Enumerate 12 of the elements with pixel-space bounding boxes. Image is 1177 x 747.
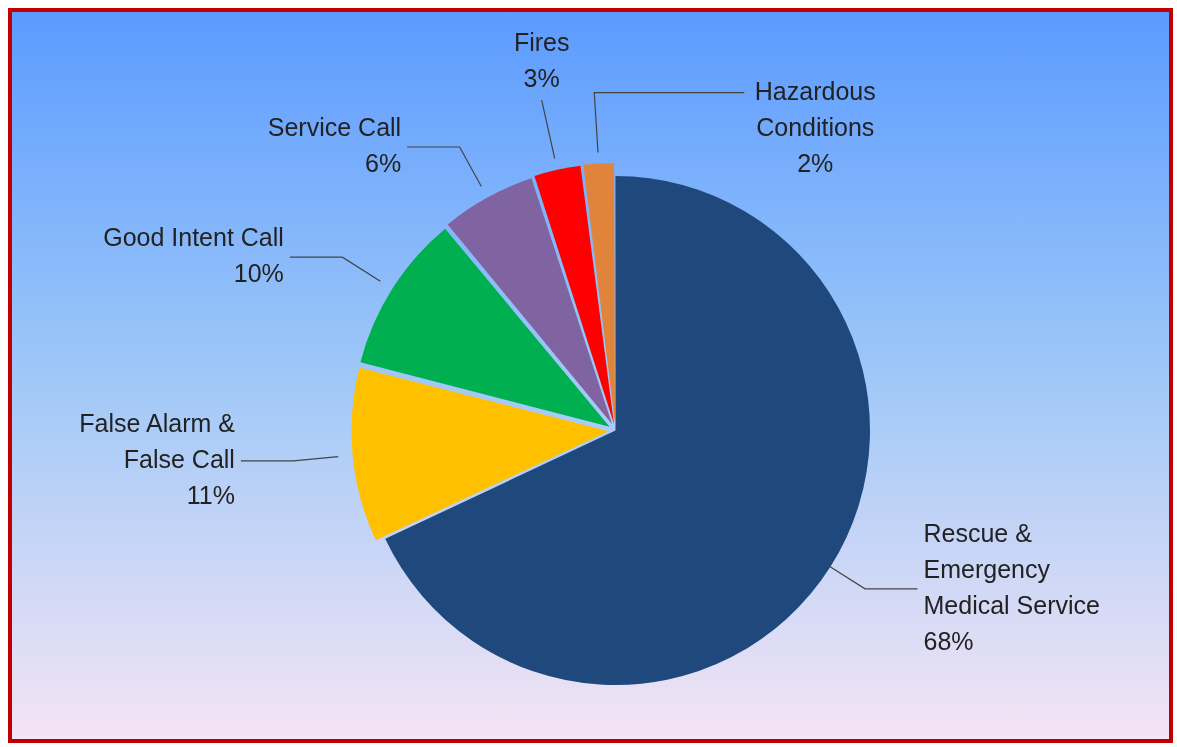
data-label: 3% [523, 63, 560, 92]
slice-label: Service Call [267, 112, 402, 141]
data-label: 68% [923, 626, 974, 655]
data-label: 6% [365, 148, 402, 177]
slice-label: Hazardous Conditions [754, 76, 876, 141]
data-label: 11% [186, 480, 235, 509]
slice-label: False Alarm & False Call [79, 408, 236, 473]
slice-label: Good Intent Call [103, 223, 284, 252]
slice-label: Fires [513, 27, 570, 56]
data-label: 2% [797, 148, 834, 177]
slice-label: Rescue & Emergency Medical Service [923, 518, 1100, 619]
data-label: 10% [233, 259, 284, 288]
